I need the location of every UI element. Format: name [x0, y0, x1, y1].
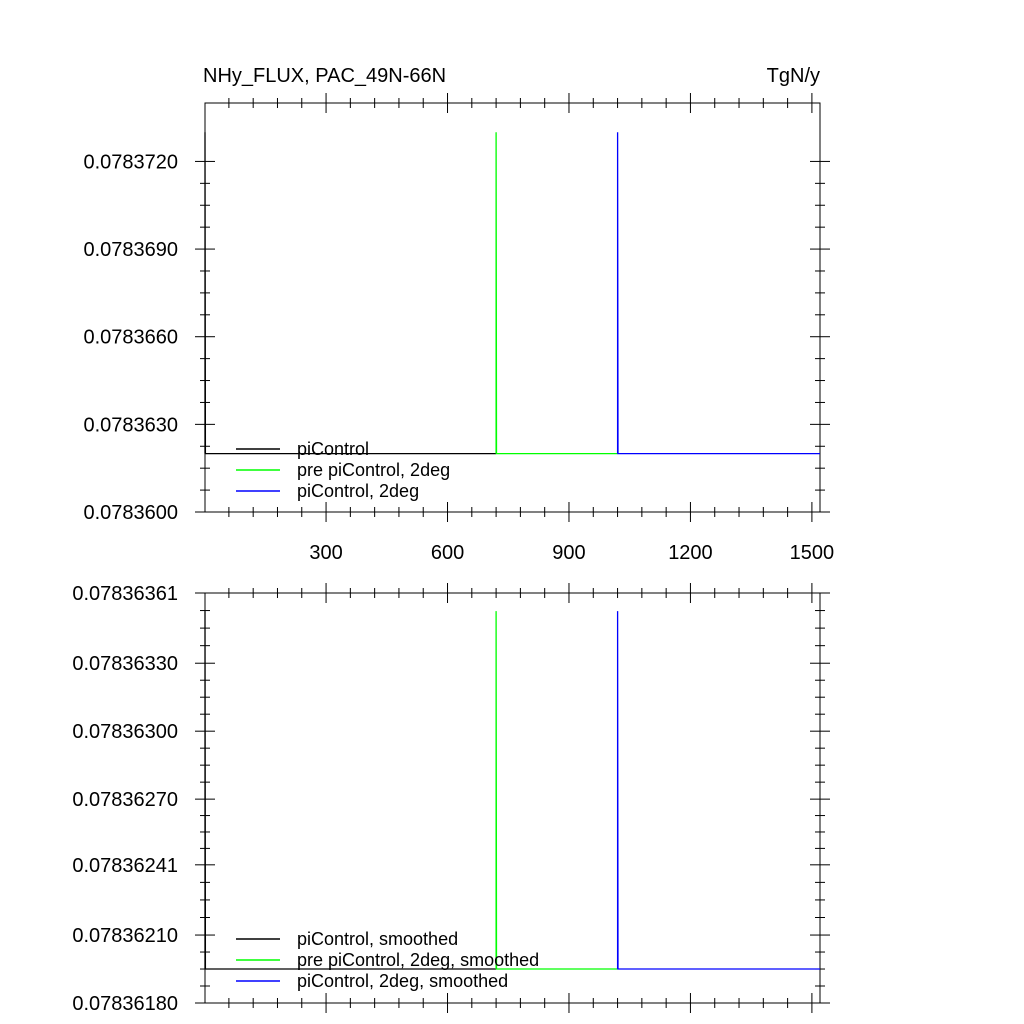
legend-label: piControl, 2deg: [297, 481, 419, 501]
y-tick-label: 0.07836361: [72, 583, 178, 605]
series-line: [204, 132, 497, 455]
top-panel: 300 600 900 1200 1500 0.0783600 0.0783630 0.078…: [83, 93, 834, 564]
series-line: [495, 611, 618, 970]
chart-units: TgN/y: [767, 65, 820, 87]
legend-label: pre piControl, 2deg: [297, 460, 450, 480]
legend-label: pre piControl, 2deg, smoothed: [297, 950, 539, 970]
series-line: [495, 132, 618, 455]
x-tick-label: 600: [431, 542, 464, 564]
series-line: [616, 611, 820, 970]
y-tick-label: 0.07836241: [72, 855, 178, 877]
y-tick-label: 0.0783600: [83, 502, 178, 524]
y-tick-label: 0.0783690: [83, 239, 178, 261]
series-line: [204, 611, 497, 970]
series-line: [616, 132, 820, 455]
x-tick-label: 300: [309, 542, 342, 564]
y-tick-label: 0.0783660: [83, 327, 178, 349]
chart-title: NHy_FLUX, PAC_49N-66N: [203, 65, 446, 87]
y-tick-label: 0.07836210: [72, 925, 178, 947]
bottom-panel: 0.07836180 0.07836210 0.07836241 0.07836270…: [72, 583, 830, 1015]
legend-label: piControl, 2deg, smoothed: [297, 971, 508, 991]
y-tick-label: 0.0783720: [83, 151, 178, 173]
y-tick-label: 0.07836300: [72, 721, 178, 743]
x-tick-label: 900: [552, 542, 585, 564]
y-tick-label: 0.07836330: [72, 653, 178, 675]
legend-label: piControl: [297, 439, 369, 459]
y-tick-label: 0.07836270: [72, 789, 178, 811]
x-tick-label: 1200: [668, 542, 713, 564]
y-tick-label: 0.07836180: [72, 993, 178, 1015]
legend-label: piControl, smoothed: [297, 929, 458, 949]
x-tick-label: 1500: [790, 542, 835, 564]
y-tick-label: 0.0783630: [83, 414, 178, 436]
